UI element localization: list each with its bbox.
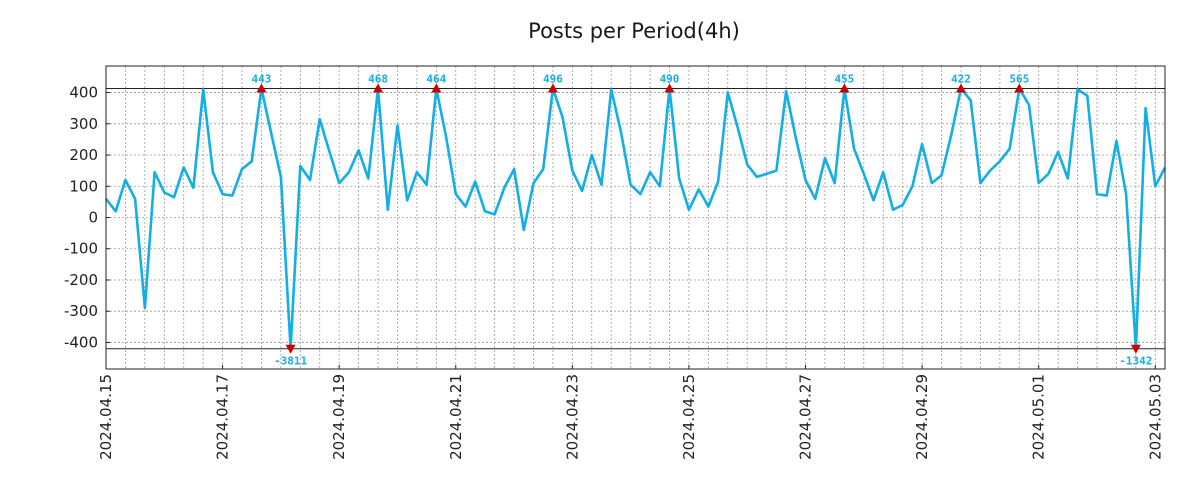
y-tick-label: 100 — [69, 177, 98, 195]
max-label: 455 — [834, 72, 854, 85]
y-tick-label: 0 — [88, 209, 98, 227]
series-line-posts — [104, 87, 1167, 351]
y-tick-label: -400 — [64, 333, 98, 351]
min-label: -1342 — [1119, 355, 1152, 368]
max-label: 422 — [951, 72, 971, 85]
x-tick-label: 2024.04.19 — [330, 374, 348, 460]
y-tick-label: 400 — [69, 84, 98, 102]
max-marker — [373, 83, 384, 93]
x-tick-label: 2024.05.01 — [1030, 374, 1048, 460]
x-tick-label: 2024.04.25 — [680, 374, 698, 460]
max-marker — [431, 83, 442, 93]
series-layer — [104, 87, 1167, 351]
max-marker — [256, 83, 267, 93]
annotation-markers: 443 468 464 496 490 455 422 565 -3811 -1342 — [252, 72, 1153, 367]
max-label: 565 — [1009, 72, 1029, 85]
max-marker — [1014, 83, 1025, 93]
y-tick-label: -300 — [64, 302, 98, 320]
x-tick-label: 2024.04.29 — [913, 374, 931, 460]
x-axis: 2024.04.15 2024.04.17 2024.04.19 2024.04.21… — [97, 365, 1164, 460]
max-marker — [664, 83, 675, 93]
x-tick-label: 2024.04.27 — [797, 374, 815, 460]
max-label: 468 — [368, 72, 388, 85]
grid — [105, 66, 1165, 369]
clip-lines — [106, 87, 1165, 350]
plot-frame — [105, 65, 1166, 370]
chart-title: Posts per Period(4h) — [528, 19, 740, 43]
y-axis: 400 300 200 100 0 -100 -200 -300 -400 — [64, 84, 110, 351]
min-marker — [285, 344, 296, 354]
x-tick-label: 2024.04.15 — [97, 374, 115, 460]
y-tick-label: 200 — [69, 146, 98, 164]
max-marker — [955, 83, 966, 93]
max-marker — [547, 83, 558, 93]
x-tick-label: 2024.04.17 — [214, 374, 232, 460]
max-marker — [839, 83, 850, 93]
x-tick-label: 2024.04.21 — [447, 374, 465, 460]
max-label: 490 — [660, 72, 680, 85]
min-marker — [1130, 344, 1141, 354]
x-tick-label: 2024.05.03 — [1146, 374, 1164, 460]
y-tick-label: -100 — [64, 240, 98, 258]
max-label: 496 — [543, 72, 563, 85]
max-label: 443 — [252, 72, 272, 85]
min-label: -3811 — [274, 355, 307, 368]
y-tick-label: -200 — [64, 271, 98, 289]
x-tick-label: 2024.04.23 — [563, 374, 581, 460]
max-label: 464 — [426, 72, 446, 85]
y-tick-label: 300 — [69, 115, 98, 133]
